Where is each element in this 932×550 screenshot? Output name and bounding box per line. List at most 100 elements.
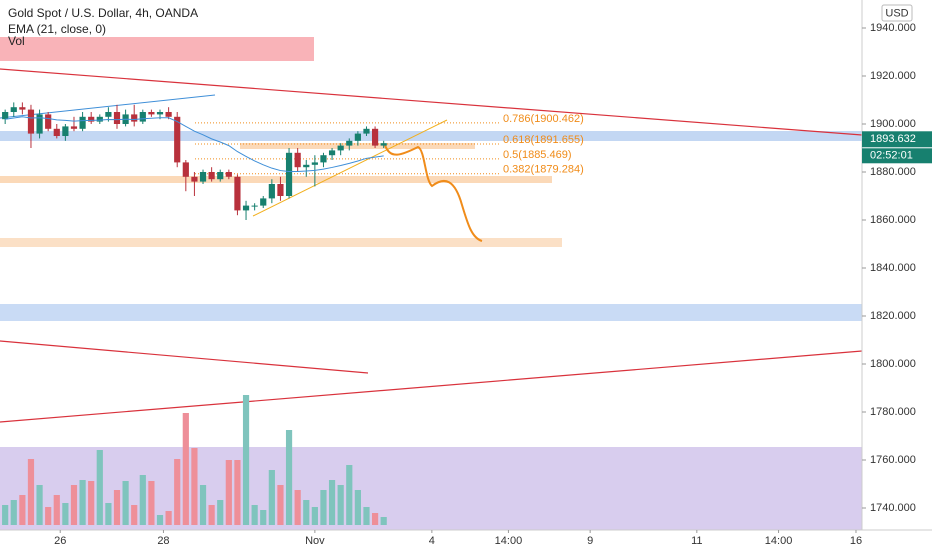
volume-bar	[53, 495, 60, 525]
fib-label: 0.618(1891.655)	[503, 134, 584, 146]
candle-body	[113, 112, 121, 125]
volume-bar	[225, 460, 232, 525]
trend-line	[0, 94, 216, 119]
candle-body	[260, 198, 267, 206]
support-zone	[0, 176, 552, 183]
trend-line	[0, 68, 863, 136]
volume-bar	[234, 460, 241, 525]
x-tick-label: 28	[157, 535, 169, 547]
y-tick-label: 1800.000	[870, 358, 916, 370]
candle-body	[79, 116, 86, 129]
volume-bar	[156, 515, 164, 525]
candle-body	[131, 114, 138, 122]
chart-title: Gold Spot / U.S. Dollar, 4h, OANDA	[8, 6, 198, 20]
volume-bar	[311, 507, 318, 525]
volume-bar	[320, 490, 327, 525]
volume-bar	[36, 485, 43, 525]
candle-body	[234, 176, 241, 211]
volume-bar	[199, 485, 207, 525]
volume-bar	[165, 511, 172, 525]
volume-bar	[268, 470, 275, 525]
candle-body	[242, 205, 250, 211]
candle-body	[62, 126, 69, 137]
volume-bar	[105, 503, 112, 525]
candle-body	[251, 205, 258, 207]
trend-line	[252, 119, 448, 217]
volume-label-box	[0, 37, 314, 61]
candle-body	[165, 112, 172, 117]
candle-body	[174, 116, 181, 163]
currency-box[interactable]	[881, 4, 913, 22]
candle-body	[217, 172, 224, 180]
volume-bar	[328, 480, 336, 525]
currency[interactable]: USD	[885, 7, 908, 19]
y-tick-label: 1940.000	[870, 22, 916, 34]
fib-zone	[240, 143, 475, 149]
volume-bar	[354, 490, 361, 525]
candle-body	[371, 128, 379, 146]
volume-bar	[191, 448, 198, 525]
candle-body	[328, 150, 336, 156]
trend-line	[0, 350, 863, 423]
x-tick-label: 16	[850, 535, 862, 547]
volume-bar	[337, 485, 344, 525]
y-tick-label: 1820.000	[870, 310, 916, 322]
candle-body	[105, 112, 112, 117]
volume-bar	[346, 465, 353, 525]
volume-bar	[371, 513, 379, 525]
candle-body	[277, 184, 284, 197]
y-tick-label: 1860.000	[870, 214, 916, 226]
candle-body	[208, 172, 215, 180]
last-price-box	[862, 131, 932, 148]
x-tick-label: 11	[691, 535, 702, 547]
y-tick-label: 1760.000	[870, 454, 916, 466]
volume-bar	[208, 505, 215, 525]
volume-bar	[45, 507, 52, 525]
volume-bar	[62, 503, 69, 525]
last-price: 1893.632	[870, 133, 916, 145]
candle-body	[294, 152, 301, 168]
candle-body	[337, 145, 344, 151]
candle-body	[2, 112, 9, 120]
x-tick-label: 9	[587, 535, 593, 547]
volume-bar	[79, 480, 86, 525]
volume-bar	[148, 481, 155, 525]
fib-label: 0.5(1885.469)	[503, 149, 572, 161]
candle-body	[311, 162, 318, 165]
volume-bar	[96, 450, 103, 525]
y-tick-label: 1840.000	[870, 262, 916, 274]
candle-body	[10, 107, 17, 113]
y-tick-label: 1900.000	[870, 118, 916, 130]
volume-bar	[260, 510, 267, 525]
volume-bar	[277, 485, 284, 525]
candle-body	[354, 133, 361, 141]
volume-bar	[303, 500, 310, 525]
projection-path	[384, 144, 483, 242]
volume-bar	[285, 430, 293, 525]
candle-body	[53, 128, 60, 137]
indicator-label: EMA (21, close, 0)	[8, 22, 106, 36]
trend-line	[0, 340, 369, 374]
candle-body	[70, 126, 78, 129]
fib-label: 0.382(1879.284)	[503, 164, 584, 176]
candle-body	[19, 107, 26, 110]
x-tick-label: 14:00	[765, 535, 793, 547]
y-tick-label: 1780.000	[870, 406, 916, 418]
volume-bar	[294, 490, 301, 525]
y-tick-label: 1740.000	[870, 502, 916, 514]
volume-bar	[363, 507, 370, 525]
candle-body	[225, 172, 232, 177]
x-tick-label: 4	[429, 535, 435, 547]
volume-bar	[2, 505, 9, 525]
candle-body	[346, 140, 353, 146]
candle-body	[36, 114, 43, 134]
volume-bar	[113, 490, 121, 525]
candle-body	[45, 114, 52, 129]
volume-bar	[182, 413, 189, 525]
candle-body	[96, 116, 103, 122]
candle-body	[285, 152, 293, 197]
marks	[2, 102, 500, 525]
volume-bar	[139, 475, 146, 525]
volume-bar	[88, 481, 95, 525]
countdown: 02:52:01	[870, 150, 913, 162]
